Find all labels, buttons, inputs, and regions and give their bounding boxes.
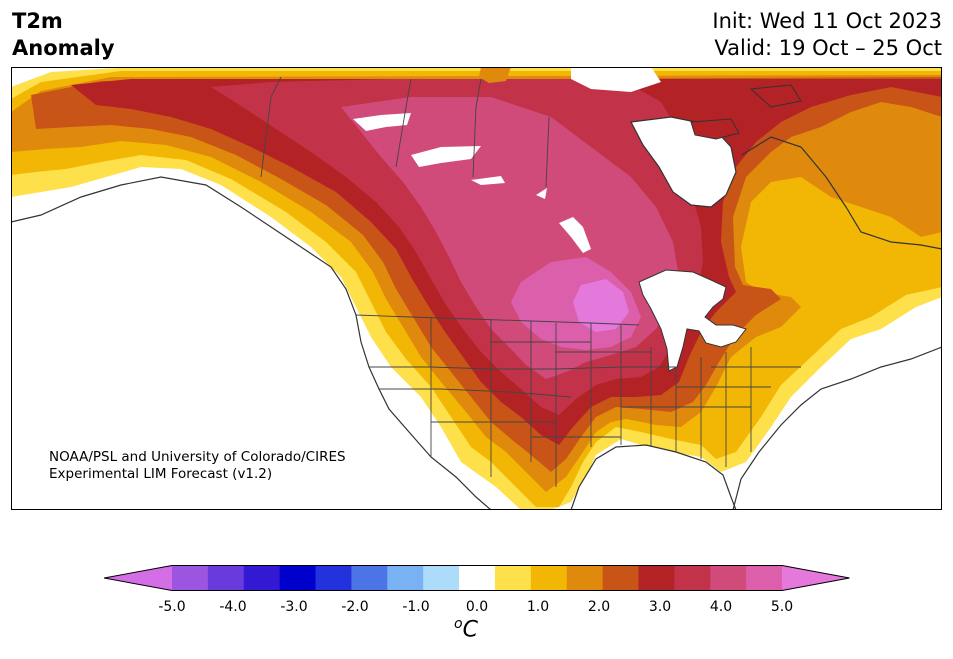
credit-line-1: NOAA/PSL and University of Colorado/CIRE… [49,449,346,465]
colorbar-tick-label: 1.0 [526,599,550,615]
unit-label: oC [454,616,478,643]
colorbar-tick-label: 4.0 [709,599,733,615]
colorbar-tick-label: 3.0 [648,599,672,615]
credit-line-2: Experimental LIM Forecast (v1.2) [49,466,273,482]
gulf-of-mexico [571,445,736,510]
colorbar-swatch [459,565,496,591]
colorbar-tick-label: -2.0 [341,599,369,615]
colorbar-swatch [494,565,532,591]
colorbar-swatch [530,565,568,591]
anomaly-band-5-0 [573,279,629,332]
colorbar-extend-low [104,565,172,591]
lake-athabasca [471,176,505,185]
colorbar-swatch [387,565,424,591]
colorbar-swatch [566,565,604,591]
init-date: Init: Wed 11 Oct 2023 [712,9,942,33]
colorbar [104,565,850,591]
anomaly-band-orange-lobe [479,67,511,83]
coastlines [11,116,942,510]
colorbar-tick-label: -3.0 [280,599,308,615]
colorbar-swatch [674,565,711,591]
forecast-dates: Init: Wed 11 Oct 2023 Valid: 19 Oct – 25… [712,8,942,62]
anomaly-map [11,67,942,510]
small-lake [536,188,547,199]
colorbar-tick-label: 5.0 [770,599,794,615]
great-lake-slave [411,146,481,167]
arctic-channel [571,67,661,92]
colorbar-swatch [315,565,352,591]
map-frame [11,67,942,510]
colorbar-swatch [423,565,460,591]
map-title: T2m Anomaly [12,8,115,62]
colorbar-tick-label: 2.0 [587,599,611,615]
colorbar-outline [104,565,850,591]
colorbar-swatch [279,565,317,591]
hudson-bay [631,117,736,207]
colorbar-swatch [243,565,281,591]
colorbar-swatch [172,565,209,591]
colorbar-swatch [602,565,639,591]
great-lake-bear [353,113,411,131]
arctic-islands [690,84,802,140]
lake-winnipeg [559,217,591,253]
great-lakes [638,269,747,372]
colorbar-extend-high [782,565,850,591]
colorbar-swatch [638,565,675,591]
atlantic-ocean [733,347,942,510]
title-line-1: T2m [12,9,63,33]
colorbar-tick-label: -1.0 [402,599,430,615]
colorbar-swatch [710,565,747,591]
colorbar-tick-label: 0.0 [465,599,489,615]
colorbar-swatch [207,565,245,591]
credit-text: NOAA/PSL and University of Colorado/CIRE… [49,449,346,483]
title-line-2: Anomaly [12,36,115,60]
political-borders [260,76,801,487]
pacific-ocean [11,177,491,510]
colorbar-swatch [746,565,783,591]
colorbar-swatch [351,565,388,591]
colorbar-tick-label: -4.0 [219,599,247,615]
valid-range: Valid: 19 Oct – 25 Oct [714,36,942,60]
colorbar-tick-label: -5.0 [158,599,186,615]
